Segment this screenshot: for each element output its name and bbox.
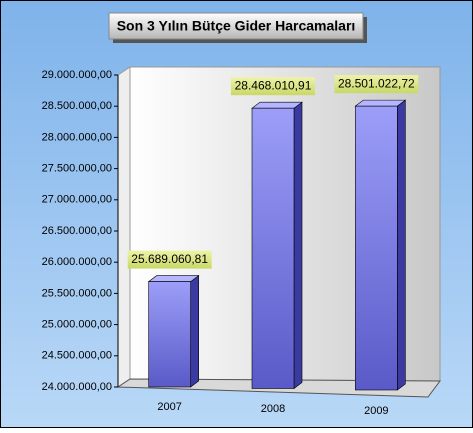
y-tick-label: 29.000.000,00: [42, 69, 112, 81]
bar-top: [354, 99, 407, 107]
y-tick-label: 24.500.000,00: [42, 350, 112, 362]
bar: [148, 281, 191, 388]
bar: [355, 105, 398, 391]
side-wall: [117, 66, 131, 388]
y-tick-label: 28.000.000,00: [42, 131, 112, 143]
value-label-box: [127, 250, 212, 269]
y-tick-label: 25.000.000,00: [42, 319, 112, 331]
y-tick-label: 24.000.000,00: [42, 381, 112, 393]
x-tick-label: 2009: [364, 405, 388, 417]
chart-title: Son 3 Yılın Bütçe Gider Harcamaları: [117, 18, 356, 34]
x-tick-label: 2007: [157, 401, 181, 413]
bar-side: [190, 275, 199, 388]
bar-side: [397, 99, 406, 391]
bar-side: [293, 101, 303, 390]
value-label-box: [231, 77, 315, 96]
value-label: 28.501.022,72: [338, 76, 415, 90]
bar-top: [147, 275, 200, 282]
y-tick-label: 26.500.000,00: [42, 225, 112, 237]
value-label: 25.689.060,81: [131, 252, 208, 266]
y-tick-label: 28.500.000,00: [42, 100, 112, 112]
y-tick-label: 27.500.000,00: [42, 163, 112, 175]
value-label: 28.468.010,91: [235, 78, 312, 92]
bar-top: [251, 101, 303, 109]
value-label-box: [334, 75, 419, 94]
y-tick-label: 26.000.000,00: [42, 256, 112, 268]
y-tick-label: 25.500.000,00: [42, 287, 112, 299]
x-tick-label: 2008: [261, 403, 285, 415]
y-tick-label: 27.000.000,00: [42, 194, 112, 206]
title-box: [108, 12, 364, 40]
bar: [251, 107, 295, 389]
